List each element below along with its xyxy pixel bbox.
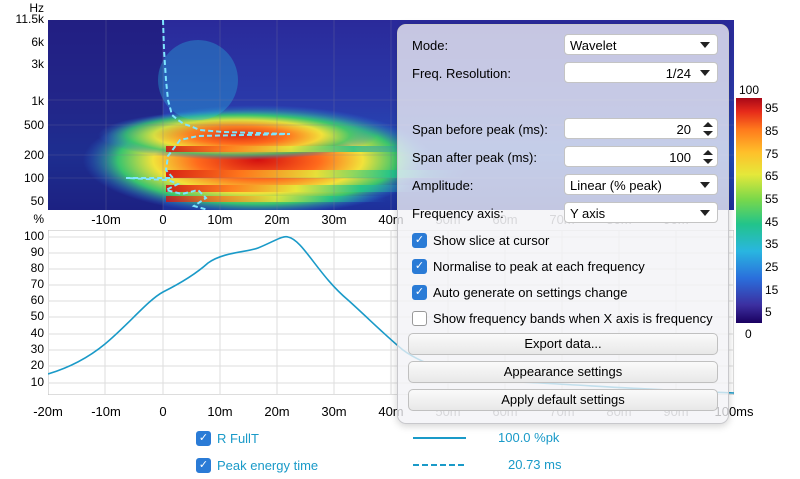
legend-value: 20.73 ms: [508, 457, 562, 472]
chevron-down-icon: [700, 182, 710, 188]
slice-y-tick: 90: [30, 245, 44, 259]
spectro-y-tick: 500: [23, 118, 44, 132]
slice-y-tick: 70: [30, 277, 44, 291]
slice-x-tick: -10m: [91, 404, 121, 419]
colorbar-tick: 75: [765, 147, 779, 161]
chevron-down-icon: [700, 70, 710, 76]
colorbar-tick: 65: [765, 169, 779, 183]
legend-row-peak-energy-time: ✓ Peak energy time: [196, 456, 318, 474]
span-before-label: Span before peak (ms):: [412, 122, 548, 137]
checkbox-show-frequency-bands[interactable]: Show frequency bands when X axis is freq…: [412, 309, 713, 327]
peak-energy-time-trace: [125, 20, 291, 210]
spectro-y-tick: 11.5k: [15, 12, 44, 26]
colorbar-tick: 55: [765, 192, 779, 206]
spectrogram-settings-panel: Mode: Wavelet Freq. Resolution: 1/24 Spa…: [397, 24, 729, 424]
colorbar: [736, 98, 762, 323]
spectro-y-tick: 100: [23, 171, 44, 185]
amplitude-value: Linear (% peak): [570, 178, 662, 193]
legend-checkbox-peak-energy-time[interactable]: ✓: [196, 457, 211, 473]
mode-select[interactable]: Wavelet: [564, 34, 718, 55]
checkbox-checked-icon[interactable]: ✓: [412, 258, 427, 274]
checkbox-label: Show frequency bands when X axis is freq…: [433, 310, 713, 326]
freq-resolution-select[interactable]: 1/24: [564, 62, 718, 83]
spectro-y-tick: 3k: [31, 57, 44, 71]
slice-x-tick: 20m: [264, 404, 290, 419]
checkbox-label: Show slice at cursor: [433, 232, 550, 248]
spectro-y-tick: 1k: [31, 94, 44, 108]
checkbox-auto-generate[interactable]: ✓ Auto generate on settings change: [412, 283, 627, 301]
slice-x-tick: 10m: [207, 404, 233, 419]
colorbar-gradient: [736, 98, 762, 323]
checkbox-label: Auto generate on settings change: [433, 284, 628, 300]
mode-value: Wavelet: [570, 38, 617, 53]
span-after-value: 100: [669, 150, 691, 165]
stepper-icon[interactable]: [703, 149, 713, 165]
mode-label: Mode:: [412, 38, 449, 53]
colorbar-tick: 35: [765, 237, 779, 251]
colorbar-tick: 45: [765, 215, 779, 229]
chevron-down-icon: [700, 210, 710, 216]
spectro-y-tick: 6k: [31, 35, 44, 49]
export-data-button[interactable]: Export data...: [408, 333, 718, 355]
slice-y-tick: 10: [30, 375, 44, 389]
checkbox-show-slice[interactable]: ✓ Show slice at cursor: [412, 231, 549, 249]
apply-default-settings-button[interactable]: Apply default settings: [408, 389, 718, 411]
freq-resolution-value: 1/24: [665, 66, 691, 81]
colorbar-tick: 95: [765, 101, 779, 115]
colorbar-tick: 0: [745, 327, 752, 341]
frequency-axis-label: Frequency axis:: [412, 206, 504, 221]
checkbox-unchecked-icon[interactable]: [412, 310, 427, 326]
span-before-input[interactable]: 20: [564, 118, 718, 139]
checkbox-normalise[interactable]: ✓ Normalise to peak at each frequency: [412, 257, 645, 275]
spectro-y-tick: 50: [30, 194, 44, 208]
slice-y-unit: %: [33, 212, 44, 226]
slice-x-tick: 0: [159, 404, 167, 419]
amplitude-label: Amplitude:: [412, 178, 474, 193]
legend-label: Peak energy time: [217, 457, 319, 473]
legend-dashed-line: [413, 464, 466, 466]
span-before-value: 20: [676, 122, 691, 137]
amplitude-select[interactable]: Linear (% peak): [564, 174, 718, 195]
legend-solid-line: [413, 437, 466, 439]
freq-resolution-label: Freq. Resolution:: [412, 66, 511, 81]
spectro-y-unit: Hz: [29, 1, 44, 15]
colorbar-tick: 100: [739, 83, 760, 97]
slice-x-tick: 30m: [321, 404, 347, 419]
checkbox-checked-icon[interactable]: ✓: [412, 284, 427, 300]
spectro-x-tick: 30m: [321, 212, 347, 227]
span-after-label: Span after peak (ms):: [412, 150, 537, 165]
span-after-input[interactable]: 100: [564, 146, 718, 167]
colorbar-tick: 15: [765, 283, 779, 297]
legend-checkbox-r-fullt[interactable]: ✓: [196, 430, 211, 446]
legend-label: R FullT: [217, 430, 259, 446]
stepper-icon[interactable]: [703, 121, 713, 137]
checkbox-checked-icon[interactable]: ✓: [412, 232, 427, 248]
slice-x-tick: -20m: [33, 404, 63, 419]
colorbar-tick: 85: [765, 124, 779, 138]
slice-y-tick: 60: [30, 293, 44, 307]
slice-y-tick: 80: [30, 261, 44, 275]
slice-y-tick: 30: [30, 342, 44, 356]
spectro-x-tick: -10m: [91, 212, 121, 227]
spectro-x-tick: 0: [159, 212, 167, 227]
spectro-x-tick: 10m: [207, 212, 233, 227]
spectro-x-tick: 20m: [264, 212, 290, 227]
legend-value: 100.0 %pk: [498, 430, 560, 445]
slice-y-tick: 50: [30, 309, 44, 323]
colorbar-tick: 5: [765, 305, 772, 319]
frequency-axis-value: Y axis: [570, 206, 606, 221]
slice-y-tick: 20: [30, 358, 44, 372]
spectro-y-tick: 200: [23, 148, 44, 162]
slice-y-tick: 40: [30, 326, 44, 340]
colorbar-tick: 25: [765, 260, 779, 274]
checkbox-label: Normalise to peak at each frequency: [433, 258, 645, 274]
appearance-settings-button[interactable]: Appearance settings: [408, 361, 718, 383]
frequency-axis-select[interactable]: Y axis: [564, 202, 718, 223]
slice-y-tick: 100: [23, 229, 44, 243]
legend-row-r-fullt: ✓ R FullT: [196, 429, 259, 447]
chevron-down-icon: [700, 42, 710, 48]
